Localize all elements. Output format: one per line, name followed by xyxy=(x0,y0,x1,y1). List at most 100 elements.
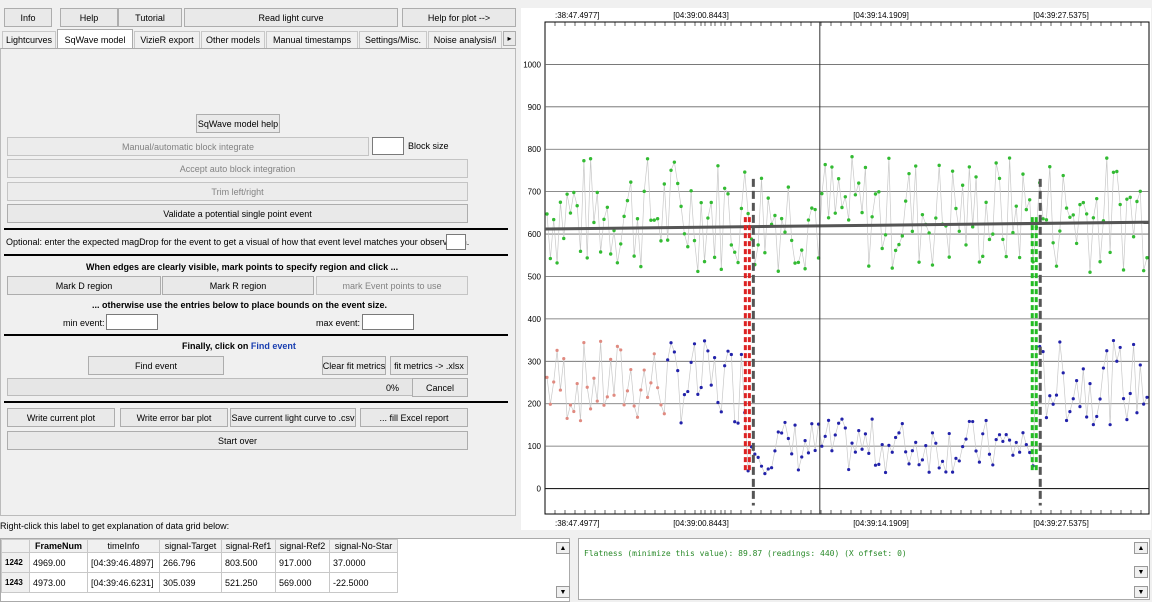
magdrop-input[interactable] xyxy=(446,234,466,250)
read-light-curve-button[interactable]: Read light curve xyxy=(184,8,398,27)
row-index: 1242 xyxy=(1,552,30,573)
target-data-point xyxy=(870,417,874,421)
data-grid[interactable]: FrameNum timeInfo signal-Target signal-R… xyxy=(1,539,398,593)
table-cell[interactable]: 4973.00 xyxy=(29,572,88,593)
table-cell[interactable]: [04:39:46.4897] xyxy=(87,552,160,573)
block-size-input[interactable] xyxy=(372,137,404,155)
grid-scroll-up-icon[interactable]: ▲ xyxy=(556,542,570,554)
ref-data-point xyxy=(783,230,787,234)
log-scroll-bottom-icon[interactable]: ▼ xyxy=(1134,586,1148,598)
ref-data-point xyxy=(676,181,680,186)
column-header-signal-no-star[interactable]: signal-No-Star xyxy=(329,539,398,553)
table-cell[interactable]: 266.796 xyxy=(159,552,222,573)
light-curve-plot-svg[interactable]: 0 100 200 300 400 500 600 700 800 900 1000:38:47.4… xyxy=(521,8,1151,530)
log-scroll-up-icon[interactable]: ▲ xyxy=(1134,542,1148,554)
ref-data-point xyxy=(890,266,894,270)
ref-data-point xyxy=(1128,195,1132,200)
target-data-point xyxy=(662,412,666,416)
table-row[interactable]: 1242 4969.00 [04:39:46.4897] 266.796 803… xyxy=(1,552,398,573)
max-event-input[interactable] xyxy=(362,314,414,330)
y-tick-label: 400 xyxy=(528,315,542,324)
flatness-log-box[interactable]: Flatness (minimize this value): 89.87 (r… xyxy=(578,538,1150,600)
column-header-signal-ref2[interactable]: signal-Ref2 xyxy=(275,539,330,553)
ref-data-point xyxy=(763,250,767,255)
target-data-point xyxy=(1068,410,1072,414)
column-header-framenum[interactable]: FrameNum xyxy=(29,539,88,553)
ref-data-point xyxy=(813,207,817,212)
ref-data-point xyxy=(883,233,888,237)
find-event-button[interactable]: Find event xyxy=(88,356,224,375)
ref-data-point xyxy=(565,192,569,196)
tab-noise-analysis[interactable]: Noise analysis/l xyxy=(428,31,502,48)
target-data-point xyxy=(679,421,683,425)
mark-d-region-button[interactable]: Mark D region xyxy=(7,276,161,295)
ref-data-point xyxy=(810,206,814,210)
target-data-point xyxy=(1044,416,1049,420)
min-event-input[interactable] xyxy=(106,314,158,330)
column-header-timeinfo[interactable]: timeInfo xyxy=(87,539,160,553)
table-row[interactable]: 1243 4973.00 [04:39:46.6231] 305.039 521… xyxy=(1,572,398,593)
target-data-point xyxy=(582,341,586,345)
start-over-button[interactable]: Start over xyxy=(7,431,468,450)
write-current-plot-button[interactable]: Write current plot xyxy=(7,408,115,427)
target-data-point xyxy=(712,356,717,360)
target-data-point xyxy=(642,368,646,372)
ref-data-point xyxy=(562,236,566,241)
cancel-button[interactable]: Cancel xyxy=(412,378,468,397)
validate-single-point-button[interactable]: Validate a potential single point event xyxy=(7,204,468,223)
tab-sqwave-model[interactable]: SqWave model xyxy=(57,29,133,49)
tab-vizier-export[interactable]: VizieR export xyxy=(134,31,200,48)
table-cell[interactable]: 4969.00 xyxy=(29,552,88,573)
target-data-point xyxy=(880,443,884,447)
trim-left-right-button[interactable]: Trim left/right xyxy=(7,182,468,201)
target-data-point xyxy=(987,452,992,456)
table-cell[interactable]: 521.250 xyxy=(221,572,276,593)
clear-fit-metrics-button[interactable]: Clear fit metrics xyxy=(322,356,386,375)
manual-block-integrate-button[interactable]: Manual/automatic block integrate xyxy=(7,137,369,156)
target-data-point xyxy=(793,423,797,427)
fit-metrics-xlsx-button[interactable]: fit metrics -> .xlsx xyxy=(390,356,468,375)
write-error-bar-plot-button[interactable]: Write error bar plot xyxy=(120,408,228,427)
tab-lightcurves[interactable]: Lightcurves xyxy=(2,31,56,48)
tab-settings-misc[interactable]: Settings/Misc. xyxy=(359,31,427,48)
target-data-point xyxy=(813,448,817,453)
ref-data-point xyxy=(1004,254,1008,259)
ref-data-point xyxy=(800,248,804,252)
table-cell[interactable]: [04:39:46.6231] xyxy=(87,572,160,593)
target-data-point xyxy=(857,428,861,433)
grid-hint-label[interactable]: Right-click this label to get explanatio… xyxy=(0,521,230,531)
target-data-point xyxy=(1081,367,1085,371)
tab-other-models[interactable]: Other models xyxy=(201,31,265,48)
ref-data-point xyxy=(910,229,915,234)
table-cell[interactable]: 803.500 xyxy=(221,552,276,573)
log-scroll-down-icon[interactable]: ▼ xyxy=(1134,566,1148,578)
fill-excel-report-button[interactable]: ... fill Excel report xyxy=(360,408,468,427)
save-light-curve-csv-button[interactable]: Save current light curve to .csv xyxy=(230,408,356,427)
table-cell[interactable]: 569.000 xyxy=(275,572,330,593)
table-cell[interactable]: -22.5000 xyxy=(329,572,398,593)
table-cell[interactable]: 305.039 xyxy=(159,572,222,593)
ref-data-point xyxy=(1084,212,1089,216)
help-for-plot-button[interactable]: Help for plot --> xyxy=(402,8,516,27)
ref-data-point xyxy=(1061,173,1065,178)
target-data-point xyxy=(930,431,935,435)
sqwave-model-help-button[interactable]: SqWave model help xyxy=(196,114,280,133)
tab-scroll-right-icon[interactable]: ▸ xyxy=(503,31,516,46)
tab-manual-timestamps[interactable]: Manual timestamps xyxy=(266,31,358,48)
info-button[interactable]: Info xyxy=(4,8,52,27)
table-cell[interactable]: 917.000 xyxy=(275,552,330,573)
ref-data-point xyxy=(820,191,824,196)
tutorial-button[interactable]: Tutorial xyxy=(118,8,182,27)
column-header-signal-target[interactable]: signal-Target xyxy=(159,539,222,553)
help-button[interactable]: Help xyxy=(60,8,118,27)
column-header-signal-ref1[interactable]: signal-Ref1 xyxy=(221,539,276,553)
ref-data-point xyxy=(639,264,643,269)
mark-r-region-button[interactable]: Mark R region xyxy=(162,276,314,295)
grid-scroll-down-icon[interactable]: ▼ xyxy=(556,586,570,598)
accept-auto-block-button[interactable]: Accept auto block integration xyxy=(7,159,468,178)
mark-event-points-button[interactable]: mark Event points to use xyxy=(316,276,468,295)
ref-data-point xyxy=(1071,213,1075,217)
light-curve-plot[interactable]: 0 100 200 300 400 500 600 700 800 900 1000:38:47.4… xyxy=(521,8,1151,530)
table-cell[interactable]: 37.0000 xyxy=(329,552,398,573)
data-grid-container[interactable]: FrameNum timeInfo signal-Target signal-R… xyxy=(0,538,570,602)
